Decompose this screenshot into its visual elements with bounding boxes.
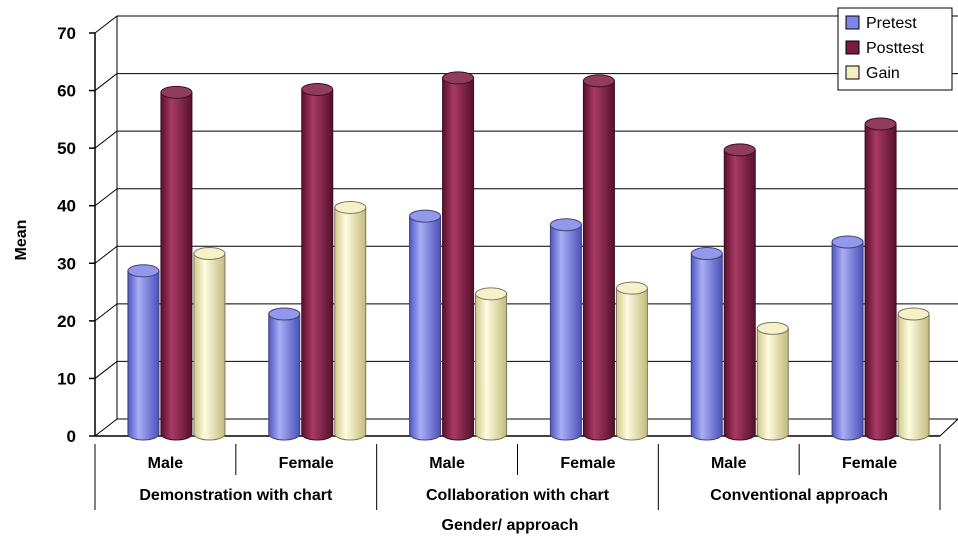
group-label: Demonstration with chart xyxy=(139,487,333,504)
legend-label: Pretest xyxy=(866,15,917,32)
bar-top xyxy=(334,200,367,214)
y-tick-label: 50 xyxy=(57,139,76,158)
bar-top xyxy=(831,235,864,249)
legend-swatch xyxy=(845,40,860,55)
bar-gain-3 xyxy=(615,281,648,441)
y-tick-label: 0 xyxy=(67,427,76,446)
legend-swatch xyxy=(845,65,860,80)
y-tick-label: 60 xyxy=(57,82,76,101)
bar-posttest-0 xyxy=(160,85,193,441)
bar-gain-2 xyxy=(475,287,508,441)
bar-body xyxy=(831,241,864,441)
bar-top xyxy=(268,307,301,321)
bar-body xyxy=(409,215,442,441)
bar-top xyxy=(723,143,756,157)
bar-top xyxy=(475,287,508,301)
bar-top xyxy=(615,281,648,295)
bar-body xyxy=(127,270,160,441)
gridline-side xyxy=(94,418,118,437)
bar-body xyxy=(615,287,648,441)
gridline-side xyxy=(94,73,118,91)
bar-pretest-0 xyxy=(127,264,160,441)
bar-posttest-1 xyxy=(301,82,334,441)
x-axis-title: Gender/ approach xyxy=(442,517,579,534)
bar-body xyxy=(475,293,508,441)
axes xyxy=(89,16,958,437)
bar-top xyxy=(690,247,723,261)
bar-pretest-3 xyxy=(549,218,582,441)
legend-swatch xyxy=(845,15,860,30)
bar-body xyxy=(301,88,334,441)
bar-top xyxy=(193,247,226,261)
bar-body xyxy=(549,224,582,441)
bar-top xyxy=(442,71,475,85)
bar-body xyxy=(268,313,301,441)
bar-top xyxy=(409,209,442,223)
y-tick-label: 40 xyxy=(57,197,76,216)
y-tick-label: 70 xyxy=(57,24,76,43)
legend-label: Posttest xyxy=(866,40,924,57)
bar-body xyxy=(723,149,756,441)
floor-edge xyxy=(939,418,958,437)
bar-body xyxy=(442,77,475,441)
bar-gain-4 xyxy=(756,321,789,441)
gridline-side xyxy=(94,245,118,264)
bar-top xyxy=(582,74,615,88)
bar-top xyxy=(549,218,582,232)
bar-pretest-4 xyxy=(690,247,723,441)
bar-pretest-1 xyxy=(268,307,301,441)
gridline-side xyxy=(94,361,118,379)
bar-gain-1 xyxy=(334,200,367,441)
y-tick-label: 10 xyxy=(57,369,76,388)
category-label: Female xyxy=(279,455,334,472)
category-label: Male xyxy=(429,455,465,472)
bar-body xyxy=(690,253,723,441)
bar-top xyxy=(160,85,193,99)
group-label: Collaboration with chart xyxy=(426,487,610,504)
grid-lines xyxy=(94,15,958,437)
category-labels: Male Female Male Female Male Female Demonstrat… xyxy=(94,444,941,510)
group-label: Conventional approach xyxy=(710,487,888,504)
category-label: Male xyxy=(148,455,184,472)
bar-top xyxy=(756,321,789,335)
category-label: Female xyxy=(842,455,897,472)
bar-posttest-3 xyxy=(582,74,615,441)
y-tick-labels: 0 10 20 30 40 50 60 70 xyxy=(57,24,76,446)
category-label: Female xyxy=(560,455,615,472)
gridline-side xyxy=(94,15,118,34)
bar-top xyxy=(301,82,334,96)
y-axis-title: Mean xyxy=(13,220,30,261)
bar-pretest-5 xyxy=(831,235,864,441)
bar-gain-0 xyxy=(193,247,226,441)
legend-label: Gain xyxy=(866,65,900,82)
bar-top xyxy=(864,117,897,131)
gridline-side xyxy=(94,303,118,322)
bar-body xyxy=(897,313,930,441)
y-tick-label: 30 xyxy=(57,254,76,273)
bar-body xyxy=(582,80,615,441)
bar-gain-5 xyxy=(897,307,930,441)
bar-posttest-5 xyxy=(864,117,897,441)
category-label: Male xyxy=(711,455,747,472)
bar-pretest-2 xyxy=(409,209,442,441)
bar-body xyxy=(334,206,367,441)
bar-body xyxy=(864,123,897,441)
gridline-side xyxy=(94,130,118,149)
bar-body xyxy=(756,327,789,441)
gridline-side xyxy=(94,188,118,207)
bar-top xyxy=(897,307,930,321)
bar-top xyxy=(127,264,160,278)
bar-posttest-2 xyxy=(442,71,475,441)
bar-posttest-4 xyxy=(723,143,756,441)
bar-body xyxy=(193,253,226,441)
bars xyxy=(127,71,930,441)
bar-body xyxy=(160,91,193,441)
legend: Pretest Posttest Gain xyxy=(837,7,953,91)
y-tick-label: 20 xyxy=(57,312,76,331)
